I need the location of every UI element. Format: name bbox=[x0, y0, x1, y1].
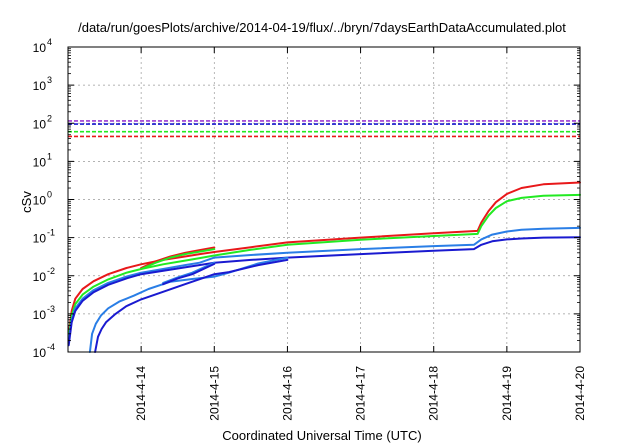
y-tick-exponent: 0 bbox=[47, 190, 52, 200]
series-line bbox=[162, 262, 216, 286]
y-tick-exponent: -1 bbox=[47, 228, 55, 238]
x-tick-label: 2014-4-16 bbox=[280, 366, 294, 421]
series-line bbox=[140, 248, 216, 270]
y-tick-exponent: -4 bbox=[47, 342, 55, 352]
axes: 2014-4-14 2014-4-15 2014-4-16 2014-4-17 2014… bbox=[33, 37, 587, 421]
series-line bbox=[88, 256, 289, 353]
y-tick-exponent: 1 bbox=[47, 151, 52, 161]
y-tick-label: 10 bbox=[33, 194, 47, 208]
grid bbox=[68, 47, 580, 352]
y-tick-exponent: 4 bbox=[47, 37, 52, 47]
x-axis-label: Coordinated Universal Time (UTC) bbox=[222, 428, 421, 443]
y-tick-label: 10 bbox=[33, 308, 47, 322]
y-tick-exponent: -3 bbox=[47, 304, 55, 314]
series-lines bbox=[67, 181, 581, 353]
y-tick-label: 10 bbox=[33, 117, 47, 131]
series-line bbox=[140, 246, 216, 269]
y-tick-label: 10 bbox=[33, 155, 47, 169]
x-tick-label: 2014-4-14 bbox=[134, 366, 148, 421]
x-tick-label: 2014-4-15 bbox=[207, 366, 221, 421]
y-tick-exponent: -2 bbox=[47, 266, 55, 276]
series-line bbox=[94, 258, 289, 353]
x-tick-label: 2014-4-18 bbox=[427, 366, 441, 421]
series-line bbox=[67, 236, 581, 347]
series-line bbox=[67, 181, 581, 335]
y-tick-label: 10 bbox=[33, 79, 47, 93]
y-tick-label: 10 bbox=[33, 270, 47, 284]
series-line bbox=[162, 261, 216, 284]
y-tick-label: 10 bbox=[33, 346, 47, 360]
y-tick-exponent: 2 bbox=[47, 113, 52, 123]
y-tick-exponent: 3 bbox=[47, 75, 52, 85]
x-tick-label: 2014-4-17 bbox=[354, 366, 368, 421]
series-line bbox=[67, 193, 581, 338]
x-tick-label: 2014-4-19 bbox=[500, 366, 514, 421]
x-tick-label: 2014-4-20 bbox=[573, 366, 587, 421]
y-tick-label: 10 bbox=[33, 232, 47, 246]
y-tick-label: 10 bbox=[33, 41, 47, 55]
y-axis-label: cSv bbox=[19, 191, 34, 213]
plot-frame bbox=[67, 46, 581, 353]
threshold-lines bbox=[68, 120, 580, 138]
chart-title: /data/run/goesPlots/archive/2014-04-19/f… bbox=[78, 20, 566, 35]
series-line bbox=[67, 226, 581, 342]
